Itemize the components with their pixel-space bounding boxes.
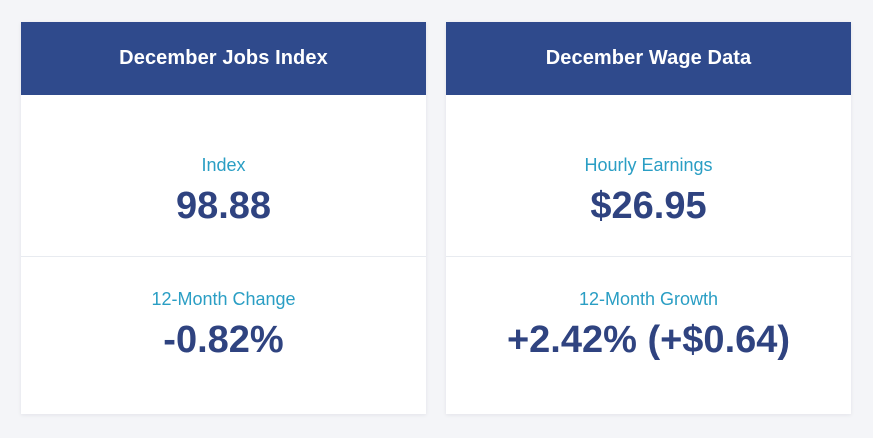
jobs-index-card-title: December Jobs Index [21,22,426,95]
card-divider [446,256,851,257]
twelve-month-change-label: 12-Month Change [151,289,296,309]
twelve-month-growth-metric: 12-Month Growth +2.42% (+$0.64) [446,288,851,362]
hourly-earnings-value: $26.95 [590,185,707,227]
twelve-month-growth-value: +2.42% (+$0.64) [506,319,791,361]
index-label: Index [201,155,246,175]
twelve-month-change-metric: 12-Month Change -0.82% [21,288,426,362]
hourly-earnings-metric: Hourly Earnings $26.95 [446,154,851,228]
twelve-month-change-value: -0.82% [163,319,284,361]
wage-data-card-title: December Wage Data [446,22,851,95]
card-divider [21,256,426,257]
twelve-month-growth-label: 12-Month Growth [578,289,719,309]
jobs-index-card: December Jobs Index Index 98.88 12-Month… [21,22,426,414]
index-metric: Index 98.88 [21,154,426,228]
hourly-earnings-label: Hourly Earnings [584,155,713,175]
index-value: 98.88 [175,185,272,227]
wage-data-card: December Wage Data Hourly Earnings $26.9… [446,22,851,414]
